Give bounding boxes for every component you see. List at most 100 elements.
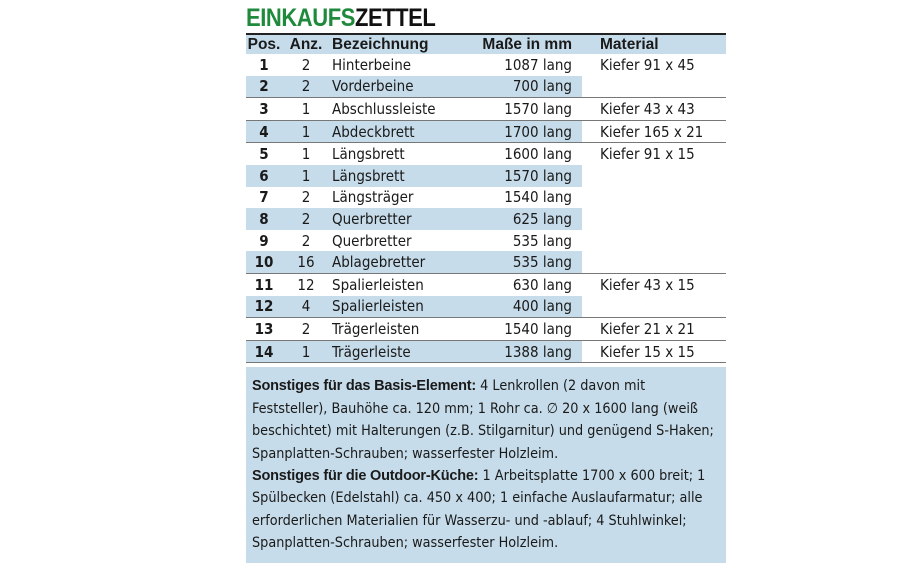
cell-anzahl: 2 (301, 231, 311, 250)
cell-anzahl: 2 (282, 75, 330, 98)
cell-anzahl: 2 (301, 188, 311, 207)
cell-material: Kiefer 165 x 21 (582, 119, 726, 143)
cell-masse: 625 lang (470, 208, 582, 230)
table-row: 8 2 Querbretter 625 lang (246, 208, 726, 230)
cell-masse: 1388 lang (470, 339, 582, 364)
table-row: 5 1 Längsbrett 1600 lang Kiefer 91 x 15 (246, 142, 726, 165)
cell-pos: 5 (246, 142, 282, 165)
cell-anzahl: 1 (282, 119, 330, 143)
cell-material (582, 186, 726, 209)
cell-anzahl: 16 (282, 251, 330, 274)
cell-anzahl: 2 (301, 55, 311, 74)
table-row: 13 2 Trägerleisten 1540 lang Kiefer 21 x 21 (246, 317, 726, 341)
title-rule (246, 33, 726, 35)
cell-masse: 1540 lang (504, 188, 572, 207)
cell-pos: 14 (246, 339, 282, 364)
cell-material (582, 75, 726, 98)
title-part-green: EINKAUFS (246, 4, 355, 32)
cell-pos: 7 (259, 188, 269, 207)
note-basis-label: Sonstiges für das Basis-Element: (252, 378, 477, 395)
cell-bezeichnung: Abdeckbrett (330, 119, 470, 143)
cell-masse: 1570 lang (470, 97, 582, 121)
table-row: 1 2 Hinterbeine 1087 lang Kiefer 91 x 45 (246, 54, 726, 76)
cell-masse: 1570 lang (470, 164, 582, 187)
cell-bezeichnung: Längsträger (332, 188, 414, 207)
cell-pos: 8 (246, 208, 282, 230)
header-bezeichnung: Bezeichnung (330, 35, 470, 54)
parts-table: Pos. Anz. Bezeichnung Maße in mm Materia… (246, 35, 726, 364)
table-row: 2 2 Vorderbeine 700 lang (246, 75, 726, 98)
cell-material (582, 295, 726, 318)
cell-pos: 4 (246, 119, 282, 143)
table-row: 10 16 Ablagebretter 535 lang (246, 251, 726, 274)
title-part-black: ZETTEL (354, 4, 436, 32)
note-kueche-text: 1 Arbeitsplatte 1700 x 600 breit; 1 Spül… (252, 467, 706, 552)
table-header-row: Pos. Anz. Bezeichnung Maße in mm Materia… (246, 35, 726, 54)
note-kueche-label: Sonstiges für die Outdoor-Küche: (252, 467, 479, 484)
cell-material: Kiefer 21 x 21 (582, 317, 726, 341)
cell-masse: 1700 lang (470, 119, 582, 143)
cell-material (582, 208, 726, 230)
cell-anzahl: 2 (282, 317, 330, 341)
cell-material (582, 229, 726, 252)
cell-bezeichnung: Querbretter (332, 231, 412, 250)
cell-masse: 400 lang (470, 295, 582, 318)
cell-masse: 535 lang (512, 231, 572, 250)
cell-bezeichnung: Querbretter (330, 208, 470, 230)
table-row: 4 1 Abdeckbrett 1700 lang Kiefer 165 x 21 (246, 119, 726, 143)
table-row: 12 4 Spalierleisten 400 lang (246, 295, 726, 318)
header-material: Material (582, 35, 726, 54)
table-row: 14 1 Trägerleiste 1388 lang Kiefer 15 x 15 (246, 339, 726, 364)
cell-masse: 630 lang (470, 272, 582, 296)
page-title: EINKAUFSZETTEL (246, 4, 668, 32)
cell-material: Kiefer 91 x 15 (582, 142, 726, 165)
header-anz: Anz. (282, 35, 330, 54)
header-masse: Maße in mm (470, 35, 582, 54)
cell-pos: 1 (259, 55, 269, 74)
cell-masse: 700 lang (470, 75, 582, 98)
table-row: 3 1 Abschlussleiste 1570 lang Kiefer 43 x 43 (246, 97, 726, 121)
header-pos: Pos. (246, 35, 282, 54)
cell-material (582, 251, 726, 274)
cell-pos: 9 (259, 231, 269, 250)
cell-anzahl: 1 (282, 339, 330, 364)
table-row: 9 2 Querbretter 535 lang (246, 229, 726, 252)
cell-bezeichnung: Längsbrett (330, 142, 470, 165)
cell-pos: 11 (246, 272, 282, 296)
cell-bezeichnung: Vorderbeine (330, 75, 470, 98)
cell-anzahl: 1 (282, 97, 330, 121)
cell-pos: 3 (246, 97, 282, 121)
cell-anzahl: 1 (282, 164, 330, 187)
cell-anzahl: 1 (282, 142, 330, 165)
cell-bezeichnung: Hinterbeine (332, 55, 412, 74)
cell-anzahl: 12 (282, 272, 330, 296)
cell-material (582, 164, 726, 187)
cell-masse: 1600 lang (470, 142, 582, 165)
cell-bezeichnung: Ablagebretter (330, 251, 470, 274)
cell-anzahl: 2 (282, 208, 330, 230)
cell-pos: 12 (246, 295, 282, 318)
cell-bezeichnung: Spalierleisten (330, 272, 470, 296)
table-row: 6 1 Längsbrett 1570 lang (246, 164, 726, 187)
cell-pos: 10 (246, 251, 282, 274)
note-kueche: Sonstiges für die Outdoor-Küche: 1 Arbei… (252, 465, 718, 555)
note-basis: Sonstiges für das Basis-Element: 4 Lenkr… (252, 375, 718, 465)
note-basis-text: 4 Lenkrollen (2 davon mit Feststeller), … (252, 378, 714, 462)
cell-masse: 535 lang (470, 251, 582, 274)
shopping-list: EINKAUFSZETTEL Pos. Anz. Bezeichnung Maß… (246, 4, 726, 563)
cell-bezeichnung: Spalierleisten (330, 295, 470, 318)
cell-material: Kiefer 43 x 15 (582, 272, 726, 296)
cell-bezeichnung: Abschlussleiste (330, 97, 470, 121)
cell-bezeichnung: Trägerleiste (330, 339, 470, 364)
cell-anzahl: 4 (282, 295, 330, 318)
cell-pos: 2 (246, 75, 282, 98)
cell-bezeichnung: Längsbrett (330, 164, 470, 187)
table-row: 7 2 Längsträger 1540 lang (246, 186, 726, 209)
cell-material: Kiefer 15 x 15 (582, 339, 726, 364)
cell-material: Kiefer 43 x 43 (582, 97, 726, 121)
cell-pos: 6 (246, 164, 282, 187)
cell-masse: 1540 lang (470, 317, 582, 341)
cell-material: Kiefer 91 x 45 (582, 54, 726, 76)
cell-masse: 1087 lang (504, 55, 572, 74)
notes-box: Sonstiges für das Basis-Element: 4 Lenkr… (246, 367, 726, 563)
